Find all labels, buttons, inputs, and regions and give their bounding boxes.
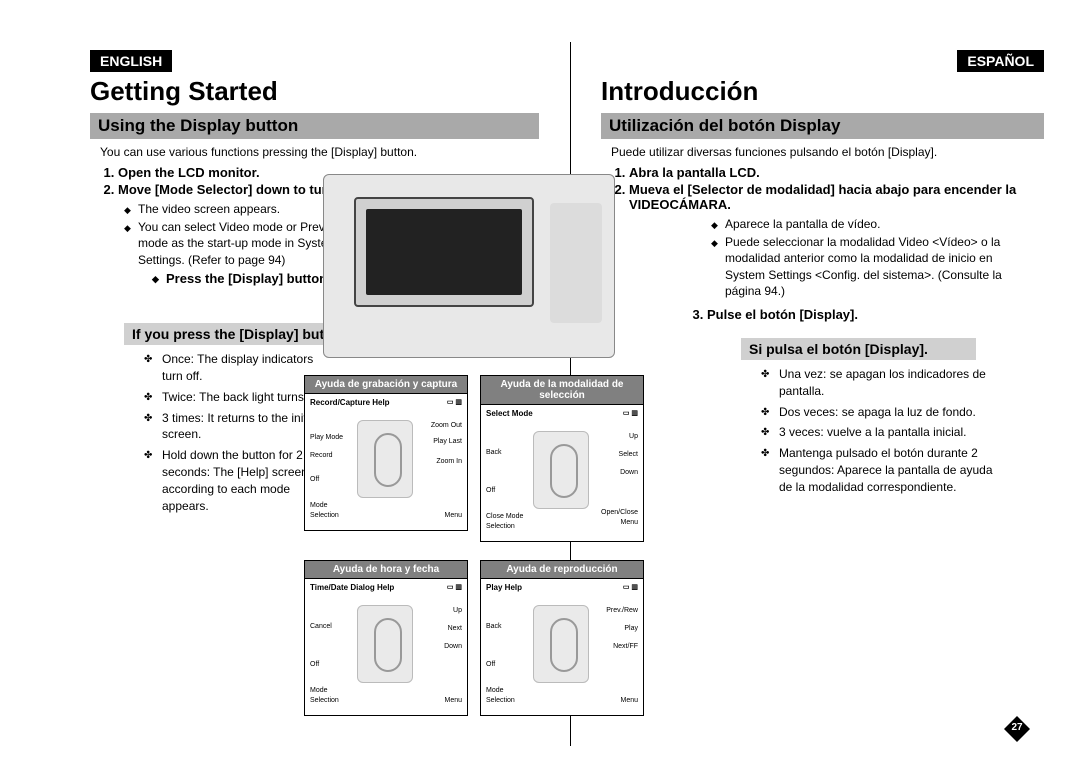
title-left: Getting Started xyxy=(90,76,539,107)
device-lcd-screen xyxy=(366,209,522,295)
label: Prev./Rew xyxy=(606,607,638,616)
label: Select xyxy=(619,451,638,460)
label: Up xyxy=(629,433,638,442)
label: Zoom In xyxy=(436,458,462,467)
label: Selection xyxy=(310,512,339,521)
help-row-2: Ayuda de hora y fecha Time/Date Dialog H… xyxy=(304,560,644,716)
label: Next xyxy=(448,625,462,634)
label: Close Mode xyxy=(486,513,523,522)
label: Menu xyxy=(444,697,462,706)
label: Selection xyxy=(486,523,515,532)
cross-item: Mantenga pulsado el botón durante 2 segu… xyxy=(761,445,1001,495)
help-header: Ayuda de grabación y captura xyxy=(304,375,468,393)
label: Down xyxy=(620,469,638,478)
steps-right-3: Pulse el botón [Display]. xyxy=(707,307,1044,324)
label: Mode xyxy=(310,502,328,511)
label: Off xyxy=(486,487,495,496)
label: Off xyxy=(310,476,319,485)
label: Selection xyxy=(310,697,339,706)
label: Play Mode xyxy=(310,434,343,443)
help-box-play: Ayuda de reproducción Play Help▭ ▥ Back … xyxy=(480,560,644,716)
label: Record xyxy=(310,452,333,461)
step-2-right: Mueva el [Selector de modalidad] hacia a… xyxy=(629,182,1044,212)
gray-subheader-right: Si pulsa el botón [Display]. xyxy=(741,338,976,360)
cross-list-right: Una vez: se apagan los indicadores de pa… xyxy=(761,366,1001,496)
sub-bullet: Aparece la pantalla de vídeo. xyxy=(711,216,1031,232)
help-box-record: Ayuda de grabación y captura Record/Capt… xyxy=(304,375,468,542)
help-box-select: Ayuda de la modalidad de selección Selec… xyxy=(480,375,644,542)
section-bar-right: Utilización del botón Display xyxy=(601,113,1044,139)
intro-right: Puede utilizar diversas funciones pulsan… xyxy=(611,145,1044,159)
label: Off xyxy=(486,661,495,670)
help-header: Ayuda de hora y fecha xyxy=(304,560,468,578)
lang-badge-english: ENGLISH xyxy=(90,50,172,72)
label: Play Last xyxy=(433,438,462,447)
steps-right: Abra la pantalla LCD. Mueva el [Selector… xyxy=(629,165,1044,214)
help-header: Ayuda de la modalidad de selección xyxy=(480,375,644,404)
label: Selection xyxy=(486,697,515,706)
help-box-timedate: Ayuda de hora y fecha Time/Date Dialog H… xyxy=(304,560,468,716)
label: Down xyxy=(444,643,462,652)
page-number: 27 xyxy=(1004,722,1030,733)
lang-badge-spanish: ESPAÑOL xyxy=(957,50,1044,72)
intro-left: You can use various functions pressing t… xyxy=(100,145,539,159)
device-body xyxy=(550,203,602,323)
label: Cancel xyxy=(310,623,332,632)
label: Mode xyxy=(486,687,504,696)
title-right: Introducción xyxy=(601,76,1044,107)
section-bar-left: Using the Display button xyxy=(90,113,539,139)
page-number-badge: 27 xyxy=(1004,716,1030,742)
label: Play xyxy=(624,625,638,634)
help-header: Ayuda de reproducción xyxy=(480,560,644,578)
sub-bullet: Puede seleccionar la modalidad Video <Ví… xyxy=(711,234,1031,299)
device-illustration xyxy=(323,174,615,358)
label: Off xyxy=(310,661,319,670)
label: Menu xyxy=(620,519,638,528)
cross-item: Dos veces: se apaga la luz de fondo. xyxy=(761,404,1001,421)
step-1-right: Abra la pantalla LCD. xyxy=(629,165,1044,180)
label: Back xyxy=(486,449,502,458)
cross-item: 3 veces: vuelve a la pantalla inicial. xyxy=(761,424,1001,441)
label: Zoom Out xyxy=(431,422,462,431)
label: Menu xyxy=(620,697,638,706)
cross-item: Una vez: se apagan los indicadores de pa… xyxy=(761,366,1001,400)
label: Back xyxy=(486,623,502,632)
label: Up xyxy=(453,607,462,616)
label: Menu xyxy=(444,512,462,521)
help-row-1: Ayuda de grabación y captura Record/Capt… xyxy=(304,375,644,542)
sub-bullet: You can select Video mode or Previous mo… xyxy=(124,219,354,268)
label: Open/Close xyxy=(601,509,638,518)
label: Mode xyxy=(310,687,328,696)
label: Next/FF xyxy=(613,643,638,652)
sub-bullet: The video screen appears. xyxy=(124,201,354,217)
step-3-right: Pulse el botón [Display]. xyxy=(707,307,1044,322)
sub-bullets-right: Aparece la pantalla de vídeo. Puede sele… xyxy=(711,216,1031,301)
